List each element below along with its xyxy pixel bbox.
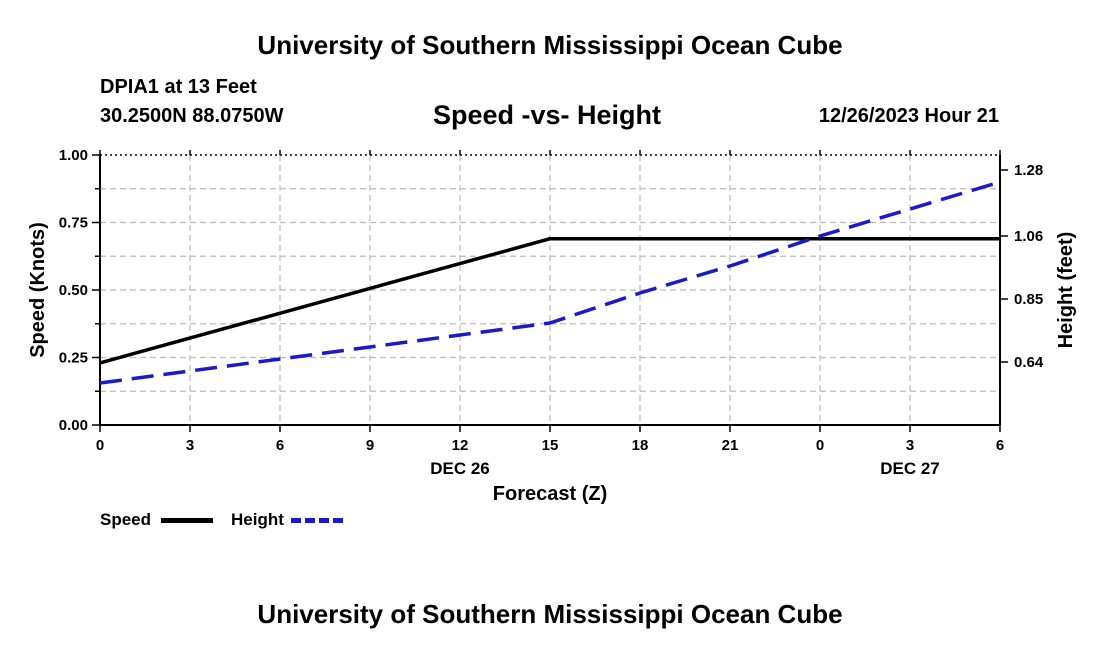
y-tick-label: 1.00 (59, 147, 88, 164)
x-axis-title: Forecast (Z) (493, 483, 607, 505)
y2-tick-label: 0.64 (1014, 354, 1044, 371)
page-title: University of Southern Mississippi Ocean… (257, 30, 843, 60)
x-tick-label: 6 (276, 437, 284, 454)
x-tick-label: 12 (452, 437, 469, 454)
x-tick-label: 18 (632, 437, 649, 454)
x-date-label: DEC 27 (880, 459, 940, 478)
footer-title: University of Southern Mississippi Ocean… (257, 599, 843, 629)
x-tick-label: 0 (96, 437, 104, 454)
y-tick-label: 0.50 (59, 282, 88, 299)
x-date-label: DEC 26 (430, 459, 490, 478)
x-tick-label: 0 (816, 437, 824, 454)
y-tick-label: 0.00 (59, 417, 88, 434)
x-tick-label: 15 (542, 437, 559, 454)
forecast-timestamp: 12/26/2023 Hour 21 (818, 105, 999, 127)
x-tick-label: 9 (366, 437, 374, 454)
y-tick-label: 0.25 (59, 350, 88, 367)
x-tick-label: 3 (906, 437, 914, 454)
y-tick-label: 0.75 (59, 215, 88, 232)
y2-tick-label: 1.06 (1014, 228, 1043, 245)
chart-subtitle: Speed -vs- Height (433, 100, 662, 130)
station-name: DPIA1 at 13 Feet (100, 76, 257, 98)
station-coordinates: 30.2500N 88.0750W (100, 105, 284, 127)
x-tick-label: 21 (722, 437, 739, 454)
y-axis-title: Speed (Knots) (27, 222, 49, 358)
x-tick-label: 6 (996, 437, 1004, 454)
legend-speed-swatch (161, 518, 213, 523)
legend-speed-label: Speed (100, 510, 152, 529)
y2-axis-title: Height (feet) (1055, 232, 1077, 349)
legend-height-label: Height (231, 510, 284, 529)
height-series-line (99, 180, 1001, 385)
speed-series-line (99, 236, 1000, 365)
x-tick-label: 3 (186, 437, 194, 454)
legend-height-swatch (291, 518, 343, 523)
y2-tick-label: 1.28 (1014, 162, 1043, 179)
y2-tick-label: 0.85 (1014, 291, 1043, 308)
